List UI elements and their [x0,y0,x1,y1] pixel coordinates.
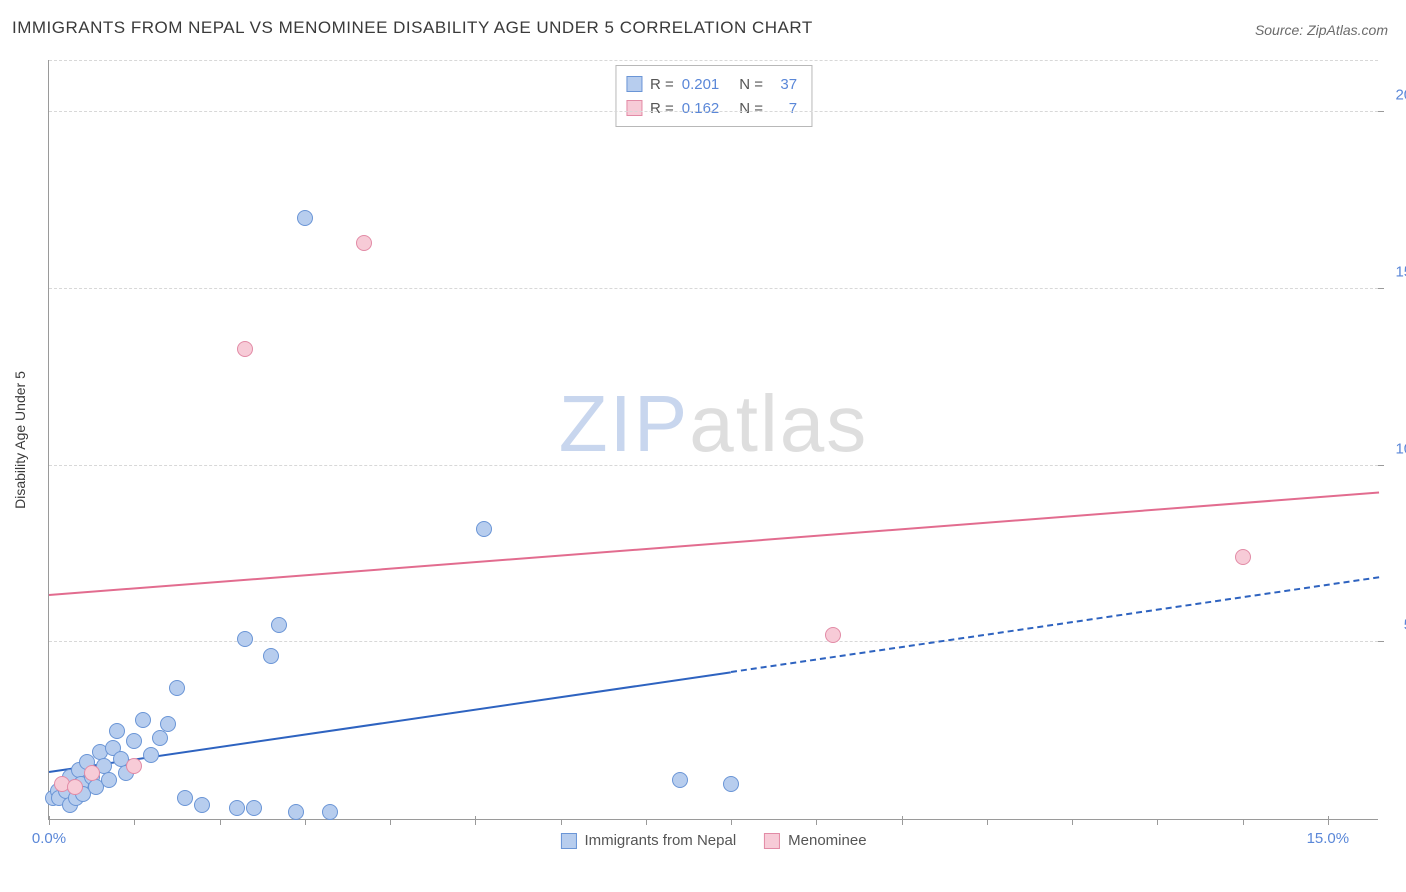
legend-n-label: N = [739,100,763,117]
x-tick [816,819,817,825]
watermark-atlas: atlas [689,379,868,468]
legend-n-label: N = [739,76,763,93]
x-tick [475,816,476,825]
data-point [237,631,253,647]
series-legend-item: Immigrants from Nepal [560,832,736,849]
gridline [49,111,1378,112]
y-tick [1378,465,1384,466]
page-title: IMMIGRANTS FROM NEPAL VS MENOMINEE DISAB… [12,18,813,38]
regression-line [731,577,1379,674]
y-tick [1378,641,1384,642]
series-legend: Immigrants from Nepal Menominee [560,832,866,849]
x-tick [1328,816,1329,825]
gridline [49,288,1378,289]
x-tick [902,816,903,825]
legend-row: R = 0.201 N = 37 [626,72,797,96]
data-point [825,627,841,643]
correlation-chart: Disability Age Under 5 ZIPatlas R =0.201… [48,60,1378,820]
gridline [49,60,1378,61]
y-tick-label: 20.0% [1395,87,1406,104]
data-point [1235,549,1251,565]
series-name: Immigrants from Nepal [584,832,736,849]
x-tick [220,819,221,825]
legend-r-label: R = [650,100,674,117]
data-point [297,210,313,226]
legend-swatch [626,76,642,92]
source-prefix: Source: [1255,22,1307,38]
data-point [263,648,279,664]
x-tick-label: 15.0% [1307,830,1350,847]
data-point [135,712,151,728]
data-point [126,733,142,749]
data-point [229,800,245,816]
x-tick [646,819,647,825]
legend-row: R = 0.162 N = 7 [626,96,797,120]
x-tick [49,816,50,825]
legend-n-value: 37 [771,76,797,93]
legend-n-value: 7 [771,100,797,117]
data-point [322,804,338,820]
data-point [84,765,100,781]
watermark: ZIPatlas [559,378,868,470]
data-point [723,776,739,792]
y-axis-label: Disability Age Under 5 [12,371,28,509]
x-tick-label: 0.0% [32,830,66,847]
data-point [67,779,83,795]
data-point [177,790,193,806]
x-tick [134,819,135,825]
x-tick [561,819,562,825]
data-point [672,772,688,788]
source-attribution: Source: ZipAtlas.com [1255,22,1388,38]
x-tick [731,819,732,825]
data-point [152,730,168,746]
x-tick [1243,819,1244,825]
source-link[interactable]: ZipAtlas.com [1307,22,1388,38]
gridline [49,465,1378,466]
data-point [237,341,253,357]
data-point [246,800,262,816]
watermark-zip: ZIP [559,379,689,468]
x-tick [305,819,306,825]
data-point [126,758,142,774]
series-name: Menominee [788,832,866,849]
x-tick [390,819,391,825]
data-point [194,797,210,813]
data-point [101,772,117,788]
y-tick-label: 10.0% [1395,440,1406,457]
stats-legend: R = 0.201 N = 37 R = 0.162 N = 7 [615,65,812,127]
legend-r-value: 0.201 [682,76,720,93]
data-point [356,235,372,251]
data-point [288,804,304,820]
series-legend-item: Menominee [764,832,866,849]
data-point [169,680,185,696]
data-point [160,716,176,732]
data-point [109,723,125,739]
x-tick [1157,819,1158,825]
legend-swatch [560,833,576,849]
y-tick-label: 15.0% [1395,263,1406,280]
legend-r-label: R = [650,76,674,93]
legend-swatch [626,100,642,116]
data-point [476,521,492,537]
plot-area: ZIPatlas R =0.201N =37R =0.162N =7 Immig… [48,60,1378,820]
data-point [143,747,159,763]
y-tick [1378,288,1384,289]
legend-swatch [764,833,780,849]
data-point [271,617,287,633]
x-tick [1072,819,1073,825]
y-tick [1378,111,1384,112]
x-tick [987,819,988,825]
regression-line [49,492,1379,597]
legend-r-value: 0.162 [682,100,720,117]
